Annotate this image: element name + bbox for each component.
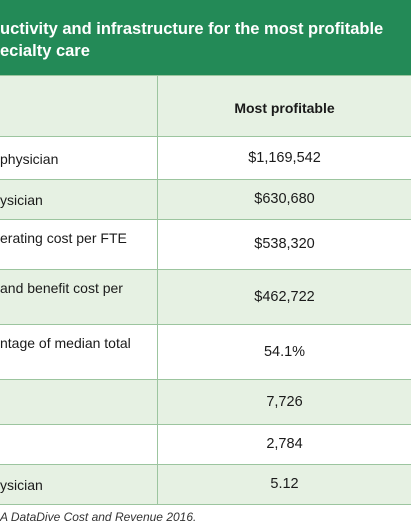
row-value: 2,784 (266, 436, 303, 452)
row-value: $630,680 (254, 191, 315, 207)
title-line: uctivity and infrastructure for the most… (0, 20, 384, 38)
row-label: physician (0, 150, 59, 167)
table-row: ntage of median total 54.1% (0, 325, 411, 380)
table-row: 2,784 (0, 425, 411, 465)
row-value: $1,169,542 (248, 149, 321, 166)
table-row: and benefit cost per $462,722 (0, 270, 411, 325)
row-label: and benefit cost per (0, 280, 123, 296)
row-value: 5.12 (270, 476, 299, 492)
title-line: ecialty care (0, 42, 90, 60)
table-row: ysician $630,680 (0, 180, 411, 220)
row-value: $538,320 (254, 236, 315, 252)
table-row: physician $1,169,542 (0, 137, 411, 180)
column-divider (157, 75, 158, 505)
row-label: erating cost per FTE (0, 230, 127, 246)
title-band: uctivity and infrastructure for the most… (0, 0, 411, 75)
row-value: 7,726 (266, 393, 303, 410)
row-label: ysician (0, 192, 43, 208)
row-value: 54.1% (263, 343, 306, 360)
header-row: Most profitable (0, 75, 411, 137)
column-header: Most profitable (234, 100, 335, 116)
table-row: erating cost per FTE $538,320 (0, 220, 411, 270)
row-value: $462,722 (254, 288, 315, 305)
footnote: A DataDive Cost and Revenue 2016. (0, 510, 197, 524)
table-row: 7,726 (0, 380, 411, 425)
row-label: ntage of median total (0, 335, 131, 351)
row-label: ysician (0, 477, 43, 493)
table-row: ysician 5.12 (0, 465, 411, 505)
